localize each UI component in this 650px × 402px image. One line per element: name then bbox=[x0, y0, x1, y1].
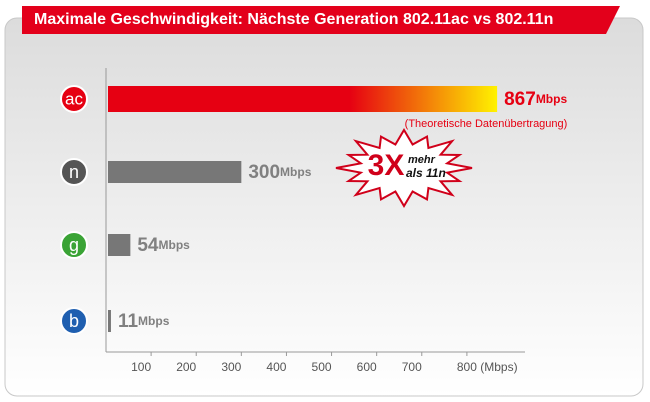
bar bbox=[108, 86, 498, 112]
value-number: 11 bbox=[118, 311, 139, 332]
bar bbox=[108, 161, 242, 183]
category-icon bbox=[60, 158, 88, 186]
x-tick-label: 300 bbox=[221, 360, 241, 374]
title-banner bbox=[22, 6, 620, 34]
value-number: 867 bbox=[504, 89, 536, 110]
badge-big: 3X bbox=[368, 149, 405, 182]
category-label: n bbox=[69, 162, 79, 182]
value-number: 54 bbox=[137, 235, 159, 256]
value-number: 300 bbox=[248, 162, 280, 183]
bar bbox=[108, 310, 111, 332]
bar bbox=[108, 234, 131, 256]
value-label: 54Mbps bbox=[137, 235, 190, 256]
value-unit: Mbps bbox=[159, 238, 191, 252]
category-icon bbox=[60, 307, 88, 335]
x-tick-label: 100 bbox=[131, 360, 151, 374]
value-unit: Mbps bbox=[138, 314, 170, 328]
badge-line1: mehr bbox=[408, 154, 436, 166]
x-tick-label: 700 bbox=[402, 360, 422, 374]
value-unit: Mbps bbox=[536, 92, 568, 106]
badge-line2: als 11n bbox=[406, 166, 446, 180]
category-icon bbox=[60, 85, 88, 113]
x-tick-label: 800 (Mbps) bbox=[457, 360, 518, 374]
value-label: 11Mbps bbox=[118, 311, 170, 332]
x-tick-label: 600 bbox=[357, 360, 377, 374]
panel bbox=[4, 17, 644, 397]
note: (Theoretische Datenübertragung) bbox=[405, 118, 568, 130]
value-unit: Mbps bbox=[280, 165, 312, 179]
x-tick-label: 400 bbox=[266, 360, 286, 374]
category-label: ac bbox=[65, 89, 83, 108]
x-tick-label: 500 bbox=[312, 360, 332, 374]
category-icon bbox=[60, 231, 88, 259]
badge-shape bbox=[335, 128, 473, 208]
category-label: g bbox=[69, 235, 79, 255]
chart-title: Maximale Geschwindigkeit: Nächste Genera… bbox=[34, 11, 553, 28]
category-label: b bbox=[69, 311, 79, 331]
value-label: 300Mbps bbox=[248, 162, 311, 183]
x-tick-label: 200 bbox=[176, 360, 196, 374]
value-label: 867Mbps bbox=[504, 89, 567, 110]
